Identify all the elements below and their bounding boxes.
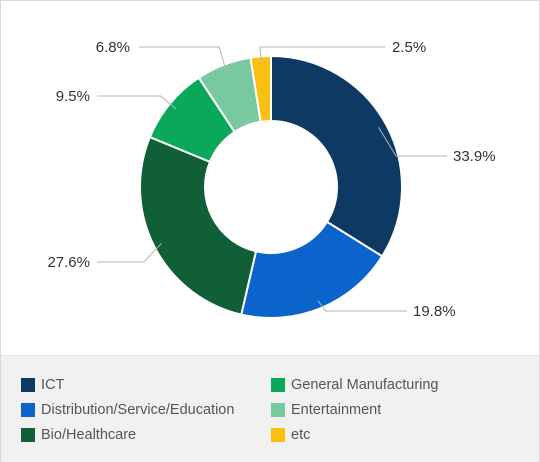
callout-line-etc (259, 46, 385, 65)
value-label-general-manufacturing: 9.5% (56, 88, 90, 105)
slice-distribution-service-education (240, 220, 384, 319)
slice-bio-healthcare (139, 135, 258, 316)
callout-line-general-manufacturing (97, 95, 177, 110)
callout-line-entertainment (139, 46, 227, 73)
legend-swatch-distribution (21, 403, 35, 417)
legend-swatch-entertainment (271, 403, 285, 417)
callout-line-distribution-service-education (317, 300, 407, 312)
callout-line-bio-healthcare (97, 242, 163, 263)
legend-label-distribution: Distribution/Service/Education (41, 402, 235, 418)
legend-item-entertainment: Entertainment (271, 400, 381, 420)
legend-swatch-ict (21, 378, 35, 392)
legend-swatch-bio (21, 428, 35, 442)
legend-swatch-etc (271, 428, 285, 442)
legend-item-manufacturing: General Manufacturing (271, 375, 439, 395)
slice-etc (249, 54, 272, 123)
legend-item-ict: ICT (21, 375, 64, 395)
slice-ict (270, 54, 403, 258)
legend-item-distribution: Distribution/Service/Education (21, 400, 234, 420)
value-label-ict: 33.9% (453, 148, 496, 165)
chart-area: 33.9% 19.8% 27.6% 9.5% 6.8% 2.5% (1, 1, 539, 355)
donut-chart: 33.9% 19.8% 27.6% 9.5% 6.8% 2.5% (47, 39, 496, 320)
legend-label-bio: Bio/Healthcare (41, 427, 137, 443)
value-label-etc: 2.5% (392, 39, 426, 56)
legend-item-bio: Bio/Healthcare (21, 425, 136, 445)
value-label-entertainment: 6.8% (96, 39, 130, 56)
legend-swatch-manufacturing (271, 378, 285, 392)
value-label-bio-healthcare: 27.6% (47, 254, 90, 271)
legend-label-entertainment: Entertainment (291, 402, 382, 418)
legend-label-etc: etc (291, 427, 311, 443)
legend: ICT Distribution/Service/Education Bio/H… (1, 355, 539, 462)
callout-line-ict (378, 127, 447, 157)
value-label-distribution-service-education: 19.8% (413, 303, 456, 320)
legend-item-etc: etc (271, 425, 310, 445)
legend-label-manufacturing: General Manufacturing (291, 377, 439, 393)
legend-label-ict: ICT (41, 377, 65, 393)
